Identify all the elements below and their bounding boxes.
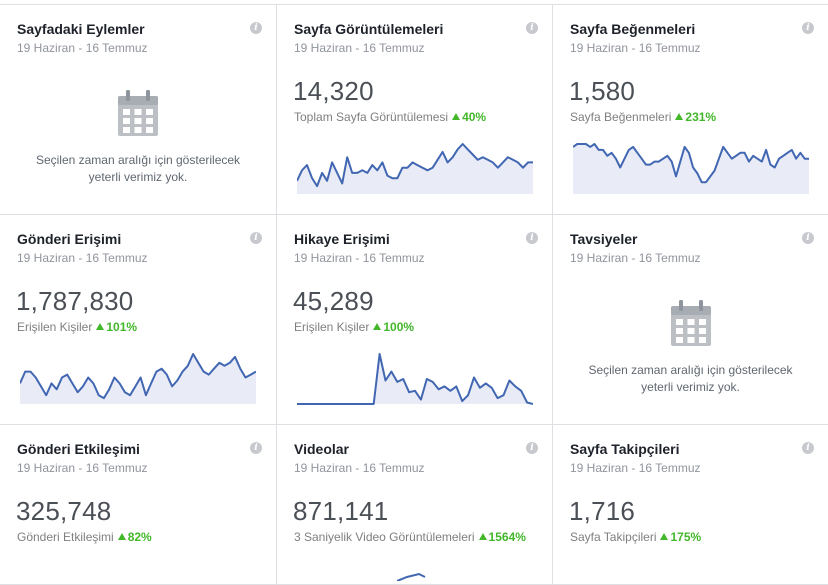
card-page-followers[interactable]: Sayfa Takipçileri 19 Haziran - 16 Temmuz… (553, 425, 828, 585)
card-date-range: 19 Haziran - 16 Temmuz (17, 461, 148, 475)
calendar-icon (670, 300, 711, 346)
metric-value: 1,716 (569, 496, 636, 526)
sparkline-chart (573, 143, 809, 194)
card-page-views[interactable]: Sayfa Görüntülemeleri 19 Haziran - 16 Te… (277, 5, 553, 215)
card-title: Gönderi Etkileşimi (17, 441, 140, 457)
card-videos[interactable]: Videolar 19 Haziran - 16 Temmuz i 871,14… (277, 425, 553, 585)
metric-label: Gönderi Etkileşimi (17, 530, 114, 544)
sparkline-line (297, 143, 533, 188)
metric-subtitle: Toplam Sayfa Görüntülemesi 40% (294, 110, 486, 124)
no-data-message: Seçilen zaman aralığı için gösterilecek … (0, 152, 276, 186)
card-page-likes[interactable]: Sayfa Beğenmeleri 19 Haziran - 16 Temmuz… (553, 5, 828, 215)
metric-value: 1,580 (569, 76, 636, 106)
sparkline-area (297, 354, 533, 404)
up-arrow-icon (96, 323, 105, 330)
card-date-range: 19 Haziran - 16 Temmuz (17, 251, 148, 265)
card-date-range: 19 Haziran - 16 Temmuz (570, 461, 701, 475)
info-icon[interactable]: i (526, 442, 538, 454)
card-title: Hikaye Erişimi (294, 231, 390, 247)
sparkline-chart-peek (397, 572, 426, 581)
metric-subtitle: Sayfa Takipçileri 175% (570, 530, 701, 544)
up-arrow-icon (452, 113, 461, 120)
metric-label: 3 Saniyelik Video Görüntülemeleri (294, 530, 475, 544)
info-icon[interactable]: i (802, 442, 814, 454)
up-arrow-icon (478, 533, 487, 540)
info-icon[interactable]: i (802, 232, 814, 244)
card-date-range: 19 Haziran - 16 Temmuz (17, 41, 148, 55)
metric-label: Erişilen Kişiler (294, 320, 370, 334)
up-arrow-icon (373, 323, 382, 330)
card-date-range: 19 Haziran - 16 Temmuz (294, 41, 425, 55)
metric-label: Toplam Sayfa Görüntülemesi (294, 110, 449, 124)
metric-change: 100% (383, 320, 415, 334)
metric-change: 40% (462, 110, 487, 124)
insights-grid: Sayfadaki Eylemler 19 Haziran - 16 Temmu… (0, 4, 828, 585)
metric-label: Sayfa Takipçileri (570, 530, 657, 544)
info-icon[interactable]: i (526, 232, 538, 244)
up-arrow-icon (660, 533, 669, 540)
sparkline-area (297, 144, 533, 194)
card-post-engagement[interactable]: Gönderi Etkileşimi 19 Haziran - 16 Temmu… (0, 425, 277, 585)
sparkline-chart (297, 353, 533, 405)
metric-label: Sayfa Beğenmeleri (570, 110, 672, 124)
up-arrow-icon (675, 113, 684, 120)
card-title: Sayfa Takipçileri (570, 441, 680, 457)
card-title: Sayfadaki Eylemler (17, 21, 145, 37)
metric-label: Erişilen Kişiler (17, 320, 93, 334)
card-title: Tavsiyeler (570, 231, 638, 247)
metric-subtitle: Erişilen Kişiler 101% (17, 320, 137, 334)
card-date-range: 19 Haziran - 16 Temmuz (294, 251, 425, 265)
metric-subtitle: Gönderi Etkileşimi 82% (17, 530, 152, 544)
sparkline-chart (20, 353, 256, 404)
card-post-reach[interactable]: Gönderi Erişimi 19 Haziran - 16 Temmuz i… (0, 215, 277, 425)
no-data-line-1: Seçilen zaman aralığı için gösterilecek (35, 153, 241, 167)
sparkline-line (297, 353, 533, 405)
card-date-range: 19 Haziran - 16 Temmuz (570, 41, 701, 55)
up-arrow-icon (117, 533, 126, 540)
metric-subtitle: Sayfa Beğenmeleri 231% (570, 110, 716, 124)
metric-change: 231% (685, 110, 717, 124)
info-icon[interactable]: i (250, 22, 262, 34)
metric-subtitle: 3 Saniyelik Video Görüntülemeleri 1564% (294, 530, 526, 544)
card-recommendations[interactable]: Tavsiyeler 19 Haziran - 16 Temmuz i Seçi… (553, 215, 828, 425)
card-title: Sayfa Görüntülemeleri (294, 21, 444, 37)
no-data-line-1: Seçilen zaman aralığı için gösterilecek (588, 363, 793, 377)
card-title: Sayfa Beğenmeleri (570, 21, 696, 37)
metric-value: 325,748 (16, 496, 112, 526)
card-title: Videolar (294, 441, 349, 457)
metric-value: 1,787,830 (16, 286, 134, 316)
metric-value: 45,289 (293, 286, 374, 316)
card-date-range: 19 Haziran - 16 Temmuz (570, 251, 701, 265)
sparkline-chart (297, 143, 533, 194)
metric-change: 175% (670, 530, 702, 544)
sparkline-line (573, 143, 809, 184)
info-icon[interactable]: i (250, 442, 262, 454)
metric-change: 101% (106, 320, 138, 334)
metric-value: 871,141 (293, 496, 389, 526)
metric-value: 14,320 (293, 76, 374, 106)
calendar-icon (118, 90, 158, 136)
metric-subtitle: Erişilen Kişiler 100% (294, 320, 414, 334)
sparkline-area (573, 144, 809, 194)
no-data-message: Seçilen zaman aralığı için gösterilecek … (553, 362, 828, 396)
card-title: Gönderi Erişimi (17, 231, 122, 247)
info-icon[interactable]: i (250, 232, 262, 244)
no-data-line-2: yeterli verimiz yok. (88, 170, 188, 184)
info-icon[interactable]: i (526, 22, 538, 34)
sparkline-area (20, 354, 256, 404)
no-data-line-2: yeterli verimiz yok. (641, 380, 740, 394)
sparkline-line (20, 353, 256, 400)
card-story-reach[interactable]: Hikaye Erişimi 19 Haziran - 16 Temmuz i … (277, 215, 553, 425)
metric-change: 82% (127, 530, 152, 544)
card-date-range: 19 Haziran - 16 Temmuz (294, 461, 425, 475)
info-icon[interactable]: i (802, 22, 814, 34)
metric-change: 1564% (488, 530, 526, 544)
card-page-actions[interactable]: Sayfadaki Eylemler 19 Haziran - 16 Temmu… (0, 5, 277, 215)
